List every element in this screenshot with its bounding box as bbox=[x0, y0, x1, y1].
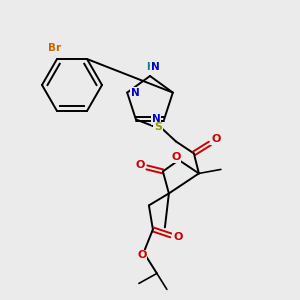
Text: Br: Br bbox=[48, 43, 62, 53]
Text: O: O bbox=[211, 134, 220, 144]
Text: O: O bbox=[173, 232, 183, 242]
Text: N: N bbox=[151, 62, 159, 72]
Text: S: S bbox=[154, 122, 162, 132]
Text: N: N bbox=[131, 88, 140, 98]
Text: H: H bbox=[146, 62, 154, 72]
Text: O: O bbox=[135, 160, 145, 170]
Text: O: O bbox=[171, 152, 181, 162]
Text: N: N bbox=[152, 114, 161, 124]
Text: O: O bbox=[137, 250, 147, 260]
